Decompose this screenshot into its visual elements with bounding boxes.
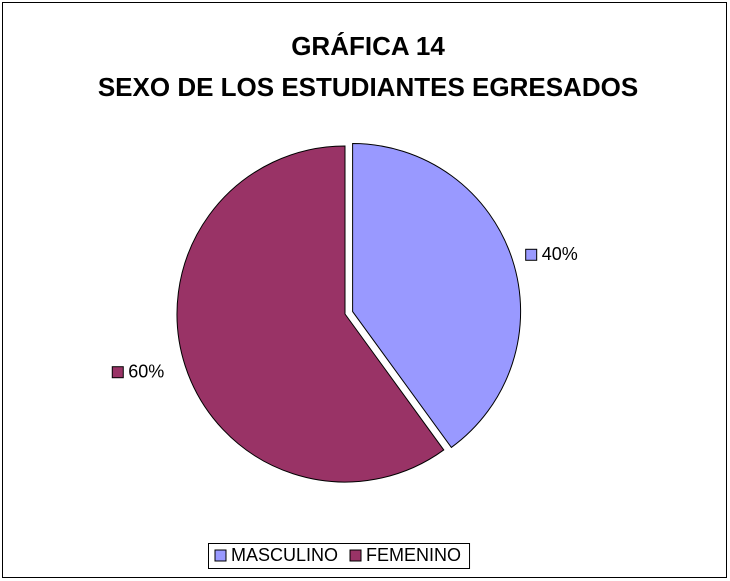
pie-slice (352, 143, 522, 449)
legend-label: MASCULINO (231, 545, 338, 565)
chart-title: GRÁFICA 14 (291, 31, 445, 61)
legend-label: FEMENINO (366, 545, 461, 565)
data-label-key (111, 366, 124, 379)
legend-key (349, 549, 362, 562)
data-label-key (525, 248, 538, 261)
legend-key (214, 549, 227, 562)
data-label: 40% (542, 244, 578, 264)
legend-box (208, 543, 471, 569)
data-label: 60% (128, 361, 164, 381)
chart-title: SEXO DE LOS ESTUDIANTES EGRESADOS (98, 72, 638, 102)
pie-slice (176, 145, 445, 483)
